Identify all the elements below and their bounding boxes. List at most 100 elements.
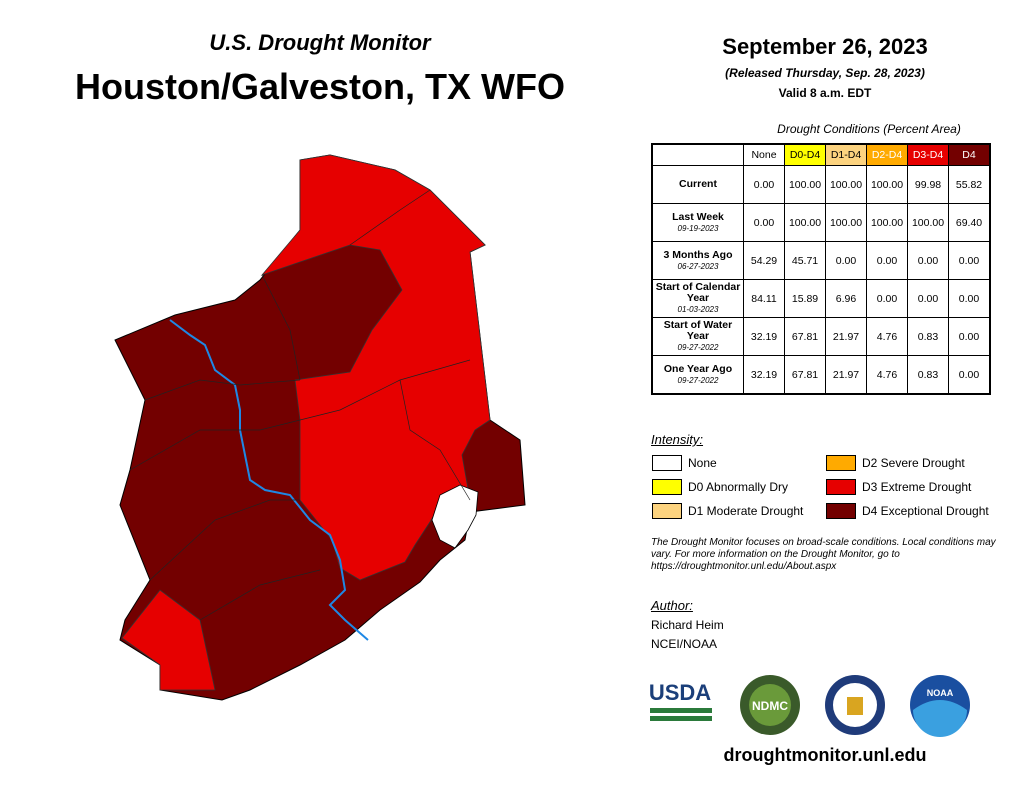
cell: 6.96 bbox=[825, 279, 867, 318]
cell: 15.89 bbox=[784, 279, 826, 318]
cell: 4.76 bbox=[866, 317, 908, 356]
cell: 45.71 bbox=[784, 241, 826, 280]
author-name: Richard Heim bbox=[651, 618, 724, 632]
row-name: Current bbox=[679, 178, 717, 190]
legend-label: D3 Extreme Drought bbox=[862, 480, 972, 494]
website: droughtmonitor.unl.edu bbox=[723, 745, 927, 765]
column-header: D3-D4 bbox=[907, 143, 949, 166]
column-header: D1-D4 bbox=[825, 143, 867, 166]
row-label: Start of Calendar Year 01-03-2023 bbox=[651, 279, 744, 318]
row-date: 06-27-2023 bbox=[677, 261, 719, 271]
column-header: D2-D4 bbox=[866, 143, 908, 166]
legend-item: D0 Abnormally Dry bbox=[652, 479, 788, 495]
column-header: D4 bbox=[948, 143, 991, 166]
row-name: Start of Water Year bbox=[663, 319, 733, 342]
legend-item: D4 Exceptional Drought bbox=[826, 503, 989, 519]
row-date: 09-19-2023 bbox=[677, 223, 719, 233]
header-row: None D0-D4 D1-D4 D2-D4 D3-D4 D4 bbox=[651, 143, 991, 166]
cell: 0.83 bbox=[907, 355, 949, 395]
cell: 100.00 bbox=[784, 203, 826, 242]
legend-item: None bbox=[652, 455, 717, 471]
release-date: (Released Thursday, Sep. 28, 2023) bbox=[725, 66, 925, 80]
legend-swatch bbox=[826, 455, 856, 471]
row: One Year Ago 09-27-2022 32.19 67.81 21.97 4.7… bbox=[651, 355, 991, 395]
note: The Drought Monitor focuses on broad-sca… bbox=[651, 537, 996, 572]
corner bbox=[651, 143, 744, 166]
row: Current 0.00 100.00 100.00 100.00 99.98 55.82 bbox=[651, 165, 991, 204]
cell: 100.00 bbox=[866, 165, 908, 204]
legend-label: D2 Severe Drought bbox=[862, 456, 965, 470]
author-org: NCEI/NOAA bbox=[651, 637, 718, 651]
d3-area bbox=[121, 589, 216, 691]
row-date: 01-03-2023 bbox=[677, 305, 719, 314]
bay bbox=[431, 484, 479, 549]
map bbox=[114, 154, 526, 701]
cell: 21.97 bbox=[825, 317, 867, 356]
row-label: 3 Months Ago 06-27-2023 bbox=[651, 241, 744, 280]
river bbox=[169, 319, 369, 641]
row-label: Current bbox=[651, 165, 744, 204]
logo-noaa: NOAA bbox=[927, 688, 954, 698]
row-name: Start of Calendar Year bbox=[655, 281, 741, 304]
cell: 54.29 bbox=[743, 241, 785, 280]
cell: 100.00 bbox=[784, 165, 826, 204]
row-date: 09-27-2022 bbox=[677, 375, 719, 385]
cell: 0.00 bbox=[743, 165, 785, 204]
cell: 99.98 bbox=[907, 165, 949, 204]
conditions-table: None D0-D4 D1-D4 D2-D4 D3-D4 D4 Current 0.00 100… bbox=[651, 143, 991, 395]
table-caption: Drought Conditions (Percent Area) bbox=[777, 122, 961, 136]
legend-swatch bbox=[652, 503, 682, 519]
row-name: 3 Months Ago bbox=[663, 248, 733, 261]
logos: USDA NDMC NOAA bbox=[649, 675, 970, 737]
cell: 100.00 bbox=[825, 165, 867, 204]
map-date: September 26, 2023 bbox=[722, 34, 928, 59]
cell: 32.19 bbox=[743, 355, 785, 395]
cell: 69.40 bbox=[948, 203, 991, 242]
cell: 67.81 bbox=[784, 317, 826, 356]
legend-item: D3 Extreme Drought bbox=[826, 479, 971, 495]
legend-title: Intensity: bbox=[651, 432, 704, 447]
row-label: Start of Water Year 09-27-2022 bbox=[651, 317, 744, 356]
cell: 0.00 bbox=[948, 355, 991, 395]
cell: 32.19 bbox=[743, 317, 785, 356]
cell: 0.00 bbox=[948, 279, 991, 318]
title: Houston/Galveston, TX WFO bbox=[74, 66, 565, 107]
legend-label: D4 Exceptional Drought bbox=[862, 504, 989, 518]
column-header: None bbox=[743, 143, 785, 166]
legend-label: None bbox=[688, 456, 717, 470]
row-label: One Year Ago 09-27-2022 bbox=[651, 355, 744, 395]
legend-label: D0 Abnormally Dry bbox=[688, 480, 789, 494]
cell: 67.81 bbox=[784, 355, 826, 395]
author-label: Author: bbox=[651, 598, 693, 613]
legend-swatch bbox=[826, 503, 856, 519]
row-name: Last Week bbox=[672, 210, 724, 223]
cell: 55.82 bbox=[948, 165, 991, 204]
legend-item: D2 Severe Drought bbox=[826, 455, 965, 471]
legend-swatch bbox=[652, 479, 682, 495]
cell: 0.00 bbox=[743, 203, 785, 242]
row-name: One Year Ago bbox=[663, 362, 733, 375]
legend-swatch bbox=[652, 455, 682, 471]
cell: 100.00 bbox=[825, 203, 867, 242]
subtitle: U.S. Drought Monitor bbox=[209, 30, 431, 55]
cell: 0.83 bbox=[907, 317, 949, 356]
row-date: 09-27-2022 bbox=[677, 343, 719, 352]
cell: 0.00 bbox=[948, 241, 991, 280]
cell: 100.00 bbox=[907, 203, 949, 242]
row: Last Week 09-19-2023 0.00 100.00 100.00 100.0… bbox=[651, 203, 991, 242]
d3-area bbox=[260, 154, 491, 581]
valid-time: Valid 8 a.m. EDT bbox=[778, 86, 872, 100]
cell: 0.00 bbox=[948, 317, 991, 356]
legend-swatch bbox=[826, 479, 856, 495]
logo-usda: USDA bbox=[649, 680, 711, 705]
row: 3 Months Ago 06-27-2023 54.29 45.71 0.00 0.00… bbox=[651, 241, 991, 280]
legend-item: D1 Moderate Drought bbox=[652, 503, 803, 519]
cell: 4.76 bbox=[866, 355, 908, 395]
cell: 84.11 bbox=[743, 279, 785, 318]
cell: 100.00 bbox=[866, 203, 908, 242]
logo-ndmc: NDMC bbox=[752, 699, 788, 713]
row-label: Last Week 09-19-2023 bbox=[651, 203, 744, 242]
cell: 0.00 bbox=[907, 279, 949, 318]
column-header: D0-D4 bbox=[784, 143, 826, 166]
